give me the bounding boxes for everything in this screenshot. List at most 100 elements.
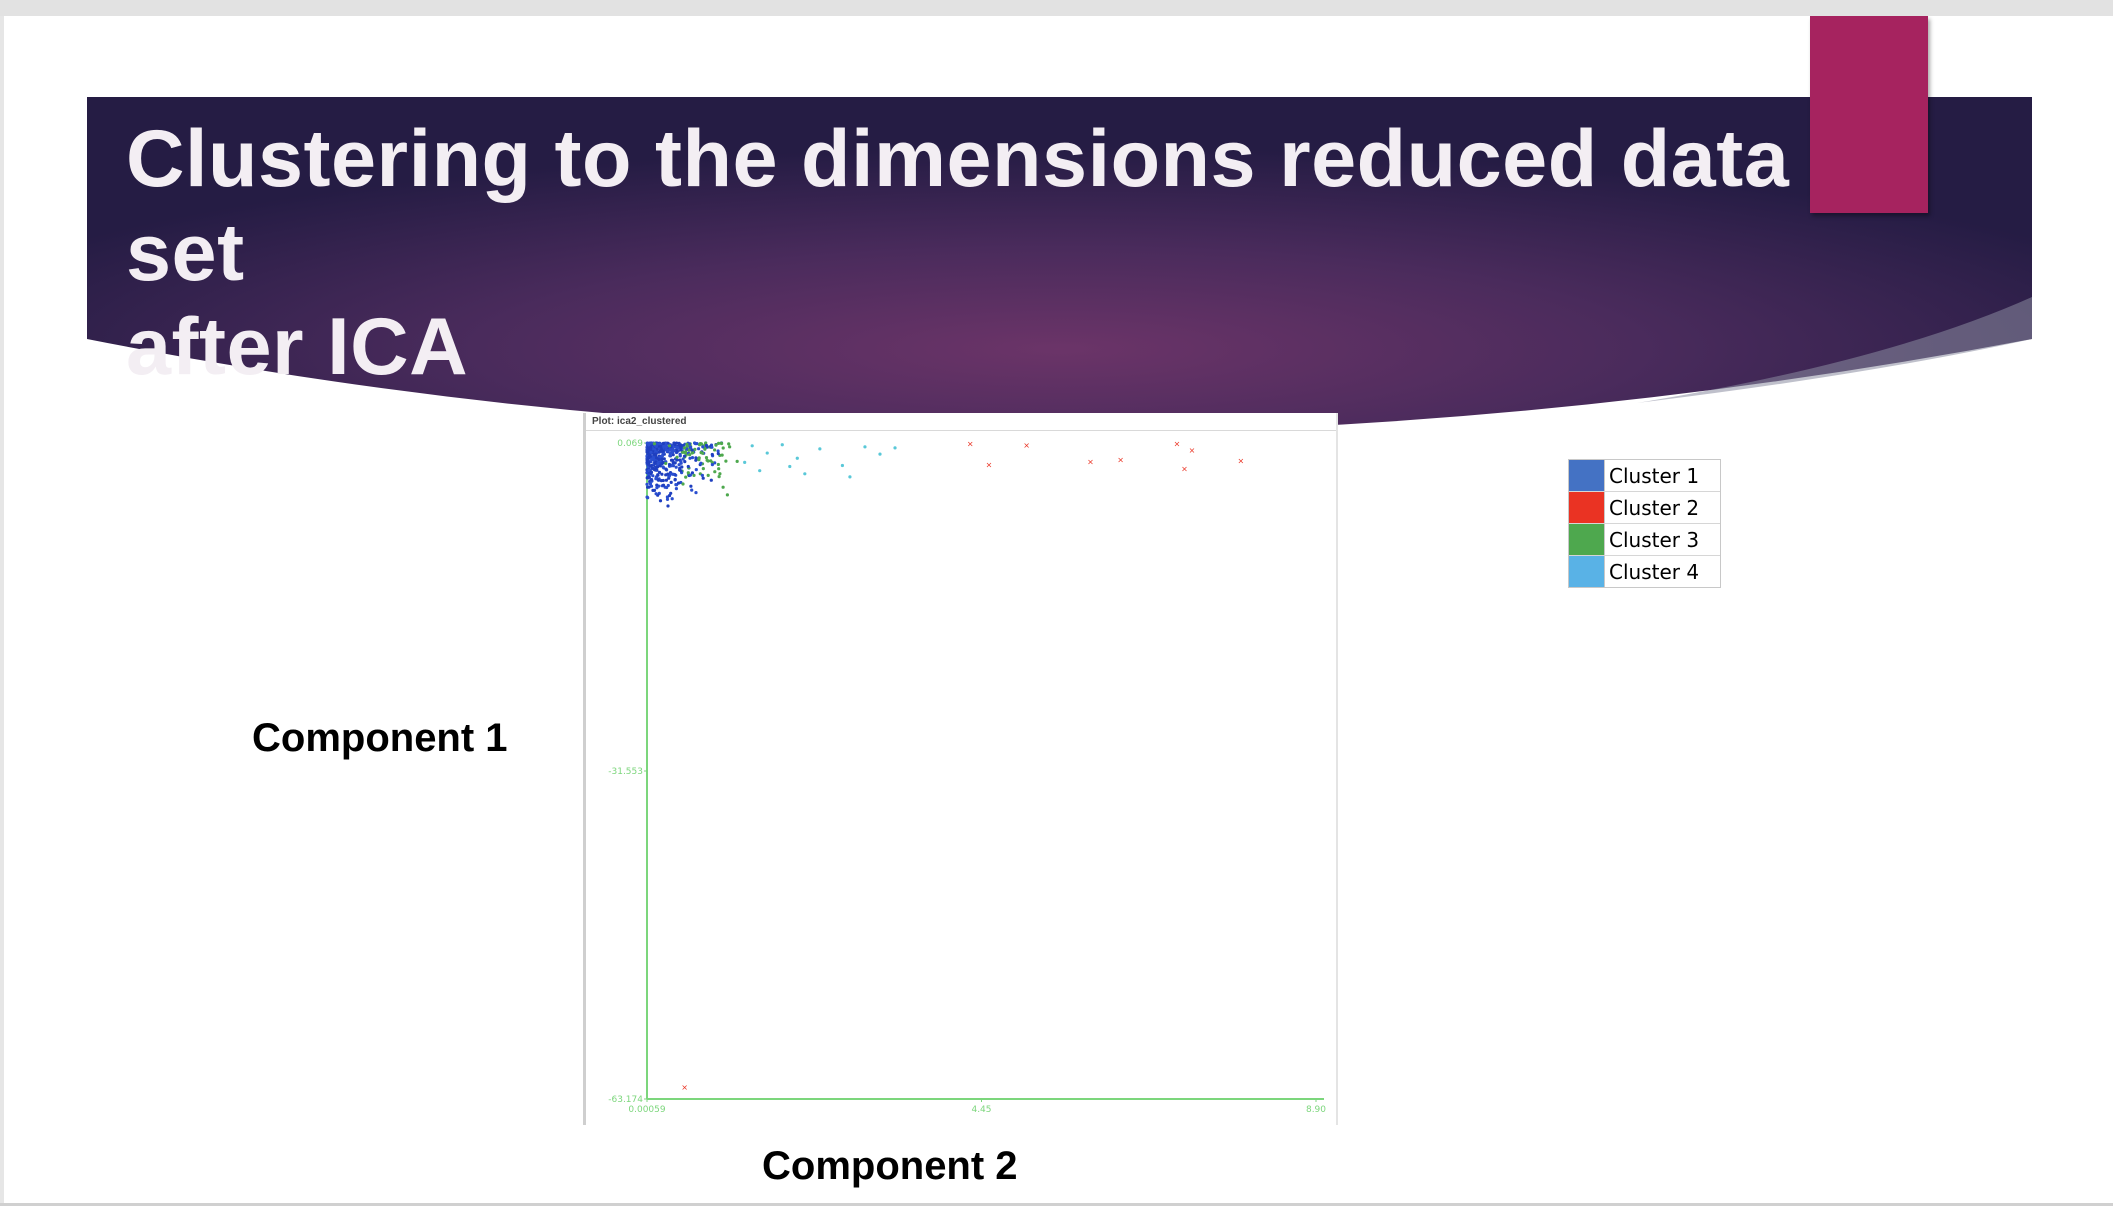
scatter-point — [654, 452, 658, 456]
legend-label: Cluster 2 — [1609, 495, 1700, 520]
scatter-point-cloud — [661, 441, 665, 445]
scatter-point — [676, 481, 681, 485]
scatter-point-cloud — [670, 497, 674, 501]
x-tick-label: 4.45 — [971, 1105, 991, 1115]
scatter-point-cloud — [651, 474, 655, 478]
scatter-point-cloud — [659, 447, 664, 452]
slide-title-line2: after ICA — [126, 302, 469, 392]
scatter-point-cloud — [692, 473, 696, 477]
scatter-point-cloud — [675, 446, 680, 450]
scatter-point-cloud — [669, 480, 673, 484]
scatter-point-cloud — [716, 452, 720, 456]
scatter-point-cloud — [646, 446, 650, 450]
scatter-point-outlier: × — [1087, 457, 1094, 466]
scatter-point — [840, 463, 845, 468]
scatter-point-cloud — [665, 497, 670, 501]
scatter-point — [666, 504, 670, 508]
scatter-point-outlier: × — [681, 1083, 688, 1092]
scatter-point-cloud — [717, 441, 721, 445]
scatter-point — [697, 443, 702, 447]
scatter-point — [878, 452, 882, 456]
scatter-point-cloud — [664, 445, 669, 449]
scatter-point — [651, 488, 655, 492]
scatter-point-cloud — [646, 458, 650, 462]
scatter-point-cloud — [649, 470, 653, 474]
scatter-point-cloud — [701, 476, 705, 480]
scatter-point — [658, 499, 663, 503]
scatter-point-cloud — [727, 442, 731, 446]
scatter-point — [848, 475, 852, 479]
scatter-point-outlier: × — [1237, 456, 1244, 465]
scatter-point-cloud — [718, 472, 722, 476]
scatter-point — [758, 469, 762, 473]
scatter-point — [735, 459, 739, 463]
scatter-point-cloud — [714, 443, 718, 447]
scatter-point-cloud — [687, 442, 691, 446]
scatter-point-cloud — [661, 465, 665, 469]
scatter-point-cloud — [675, 441, 679, 445]
scatter-point-cloud — [687, 448, 691, 452]
scatter-point-cloud — [710, 452, 714, 457]
scatter-point — [863, 445, 867, 449]
scatter-point — [667, 462, 672, 467]
scatter-point-cloud — [650, 457, 654, 461]
scatter-point-cloud — [654, 492, 658, 496]
scatter-point-cloud — [650, 478, 654, 482]
scatter-point — [652, 442, 657, 446]
scatter-point-cloud — [657, 470, 662, 474]
scatter-point — [652, 468, 657, 472]
title-banner — [87, 97, 2032, 427]
scatter-point-cloud — [677, 441, 681, 445]
x-axis-caption: Component 2 — [762, 1144, 1018, 1188]
scatter-point-cloud — [672, 441, 676, 445]
slide-title: Clustering to the dimensions reduced dat… — [126, 112, 1926, 394]
scatter-point — [671, 460, 675, 464]
scatter-point-cloud — [717, 467, 721, 471]
scatter-point-cloud — [660, 472, 664, 476]
plot-window-header: Plot: ica2_clustered — [586, 413, 1336, 431]
scatter-point — [694, 458, 698, 462]
scatter-point-cloud — [645, 482, 649, 486]
scatter-point-cloud — [713, 461, 717, 465]
scatter-point-cloud — [675, 458, 679, 462]
scatter-point-cloud — [647, 485, 651, 489]
x-tick-label: 8.90 — [1306, 1105, 1326, 1115]
scatter-point — [664, 461, 668, 466]
scatter-point-cloud — [653, 461, 657, 465]
y-tick-label: -63.174 — [608, 1095, 643, 1105]
scatter-point-cloud — [674, 465, 678, 469]
scatter-point-cloud — [720, 441, 724, 446]
scatter-point-cloud — [672, 449, 676, 453]
legend-item: Cluster 4 — [1569, 556, 1720, 587]
scatter-point-cloud — [681, 482, 685, 486]
scatter-point-cloud — [690, 456, 695, 460]
scatter-point-cloud — [716, 449, 720, 453]
scatter-point-cloud — [665, 449, 669, 453]
scatter-point-cloud — [681, 443, 685, 448]
scatter-point-cloud — [680, 465, 684, 469]
scatter-point-outlier: × — [986, 460, 993, 469]
scatter-point-cloud — [659, 445, 663, 449]
scatter-point-cloud — [699, 461, 703, 465]
window-bottom-strip — [0, 1203, 2113, 1206]
y-tick-label: 0.069 — [617, 439, 643, 449]
scatter-point-cloud — [679, 448, 683, 452]
scatter-point — [743, 460, 747, 464]
scatter-point — [675, 455, 679, 459]
scatter-point-cloud — [658, 442, 662, 446]
scatter-point — [720, 453, 724, 457]
scatter-point-cloud — [664, 467, 668, 471]
scatter-point-outlier: × — [1023, 441, 1030, 450]
scatter-point-cloud — [699, 451, 703, 455]
scatter-point-cloud — [648, 482, 653, 486]
scatter-point-cloud — [717, 475, 721, 479]
scatter-point-cloud — [721, 446, 725, 450]
scatter-point — [690, 451, 694, 455]
scatter-point-cloud — [710, 445, 714, 449]
slide: Clustering to the dimensions reduced dat… — [4, 16, 2113, 1203]
scatter-point — [686, 464, 690, 469]
scatter-point-cloud — [697, 447, 701, 451]
scatter-point-cloud — [660, 454, 664, 458]
scatter-point — [716, 462, 720, 467]
